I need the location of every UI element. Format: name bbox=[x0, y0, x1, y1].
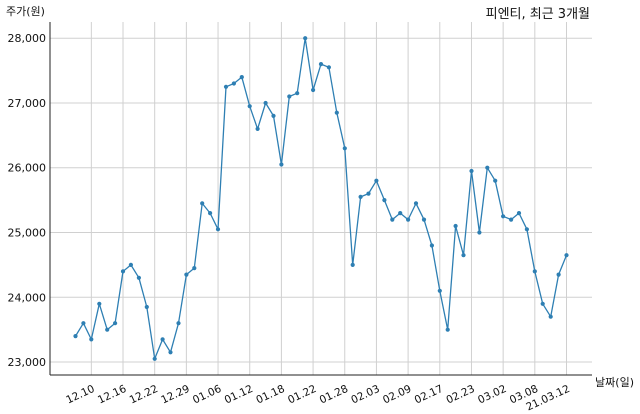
data-point bbox=[318, 62, 324, 67]
data-point bbox=[247, 104, 252, 109]
data-point bbox=[89, 337, 94, 342]
x-tick-label: 02.17 bbox=[413, 383, 445, 407]
data-point bbox=[524, 227, 530, 232]
grid bbox=[50, 22, 592, 375]
data-point bbox=[374, 178, 379, 183]
axes bbox=[49, 22, 592, 376]
series-group bbox=[73, 36, 569, 361]
y-tick-label: 28,000 bbox=[8, 32, 47, 45]
x-tick-label: 02.03 bbox=[349, 383, 381, 407]
y-tick-label: 24,000 bbox=[8, 291, 47, 304]
data-point bbox=[279, 162, 284, 167]
x-tick-label: 12.29 bbox=[159, 383, 191, 407]
data-point bbox=[326, 65, 331, 70]
data-point bbox=[81, 321, 86, 326]
data-point bbox=[105, 327, 110, 332]
data-point bbox=[97, 301, 102, 306]
data-point bbox=[469, 168, 474, 174]
y-tick-label: 23,000 bbox=[8, 356, 47, 369]
x-axis-title: 날짜(일) bbox=[595, 375, 634, 389]
chart-title: 피엔티, 최근 3개월 bbox=[486, 7, 590, 22]
x-tick-label: 01.06 bbox=[191, 383, 224, 407]
data-point bbox=[501, 214, 506, 219]
data-point bbox=[231, 81, 236, 86]
x-tick-labels: 12.10 12.16 12.22 12.29 01.06 01.12 01.18 01.22… bbox=[64, 383, 571, 414]
data-point bbox=[406, 217, 411, 222]
data-point bbox=[334, 110, 339, 115]
data-point bbox=[152, 356, 157, 361]
data-point bbox=[516, 211, 522, 216]
data-point bbox=[493, 178, 498, 183]
x-tick-label: 01.28 bbox=[318, 383, 350, 407]
x-tick-label: 01.22 bbox=[286, 383, 318, 407]
data-point bbox=[477, 230, 482, 235]
data-point bbox=[485, 165, 490, 170]
data-point bbox=[73, 334, 78, 339]
data-point bbox=[192, 266, 197, 271]
data-point bbox=[548, 314, 553, 319]
y-tick-labels: 23,000 24,000 25,000 26,000 27,000 28,000 bbox=[8, 32, 47, 369]
data-point bbox=[564, 253, 569, 258]
series-line bbox=[74, 37, 568, 360]
x-tick-label: 02.23 bbox=[444, 383, 476, 407]
data-point bbox=[453, 223, 458, 229]
data-point bbox=[382, 198, 387, 203]
data-point bbox=[437, 288, 442, 293]
data-point bbox=[271, 113, 276, 118]
data-point bbox=[390, 217, 395, 222]
data-point bbox=[223, 84, 229, 89]
data-point bbox=[295, 91, 300, 96]
x-tick-label: 03.02 bbox=[476, 383, 508, 407]
data-point bbox=[445, 327, 450, 332]
data-point bbox=[128, 262, 133, 267]
data-point bbox=[532, 269, 537, 274]
data-point bbox=[168, 350, 173, 355]
data-point bbox=[113, 321, 118, 326]
y-axis-title: 주가(원) bbox=[6, 5, 45, 18]
data-point bbox=[208, 211, 213, 216]
y-tick-label: 26,000 bbox=[8, 162, 47, 175]
data-point bbox=[311, 87, 316, 93]
data-point bbox=[398, 211, 403, 216]
data-point bbox=[461, 253, 466, 258]
data-point bbox=[540, 301, 545, 306]
y-tick-label: 27,000 bbox=[8, 97, 47, 110]
data-point bbox=[176, 321, 181, 326]
data-point bbox=[429, 243, 434, 248]
data-point bbox=[200, 201, 205, 206]
data-point bbox=[255, 126, 260, 131]
data-point bbox=[239, 75, 244, 80]
x-tick-label: 12.10 bbox=[64, 383, 96, 407]
x-tick-label: 01.12 bbox=[223, 383, 255, 407]
data-point bbox=[350, 262, 355, 267]
data-point bbox=[303, 36, 308, 41]
x-tick-label: 02.09 bbox=[381, 383, 413, 407]
data-point bbox=[358, 194, 363, 199]
data-point bbox=[287, 94, 292, 99]
data-point bbox=[144, 304, 149, 310]
x-tick-label: 12.22 bbox=[128, 383, 160, 407]
data-point bbox=[421, 217, 427, 222]
data-point bbox=[160, 337, 165, 342]
data-point bbox=[263, 100, 268, 106]
data-point bbox=[342, 146, 347, 151]
data-point bbox=[120, 269, 126, 274]
data-point bbox=[366, 191, 371, 196]
data-point bbox=[136, 275, 141, 280]
data-point bbox=[215, 227, 221, 232]
data-point bbox=[413, 201, 419, 206]
x-tick-label: 12.16 bbox=[96, 383, 129, 407]
data-point bbox=[556, 272, 561, 277]
data-point bbox=[184, 272, 189, 277]
x-tick-label: 01.18 bbox=[254, 383, 286, 407]
y-tick-label: 25,000 bbox=[8, 227, 47, 240]
data-point bbox=[509, 217, 514, 222]
